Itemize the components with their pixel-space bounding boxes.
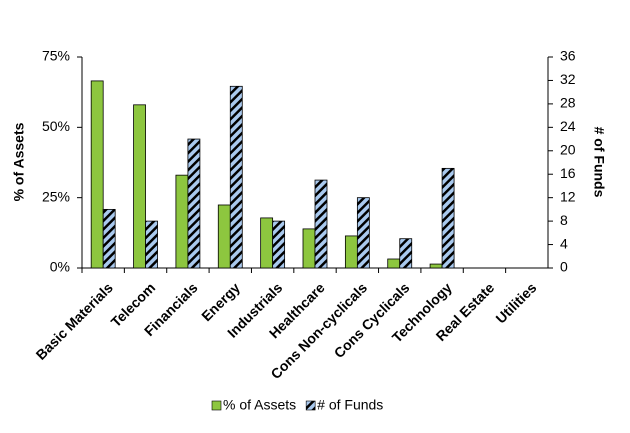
bar — [302, 228, 316, 269]
y2-tick-label: 4 — [560, 235, 568, 251]
bar — [344, 235, 358, 269]
bar — [217, 204, 231, 269]
y-tick-label: 25% — [42, 188, 70, 204]
legend-swatch — [211, 400, 222, 411]
bar — [229, 85, 243, 269]
y-axis-title: % of Assets — [11, 122, 27, 201]
legend-label: # of Funds — [317, 397, 383, 413]
y2-tick-label: 0 — [560, 259, 568, 275]
x-tick-label: Cons Cyclicals — [331, 279, 413, 361]
bar — [356, 197, 370, 269]
bar — [187, 138, 201, 269]
bar — [272, 220, 286, 269]
bar — [175, 174, 189, 269]
bar — [145, 220, 158, 269]
y2-axis-title: # of Funds — [591, 127, 607, 198]
y-tick-label: 50% — [42, 118, 70, 134]
x-tick-label: Basic Materials — [33, 279, 117, 363]
bar — [90, 80, 104, 269]
bar — [399, 238, 413, 269]
y-tick-label: 0% — [50, 259, 70, 275]
x-tick-label: Utilities — [492, 279, 539, 326]
y2-tick-label: 32 — [560, 71, 576, 87]
y-tick-label: 75% — [42, 48, 70, 64]
legend-swatch — [305, 400, 316, 411]
y2-tick-label: 28 — [560, 95, 576, 111]
bar — [133, 104, 146, 269]
bar — [441, 167, 455, 269]
y2-tick-label: 16 — [560, 165, 576, 181]
y2-tick-label: 24 — [560, 118, 576, 134]
y2-tick-label: 8 — [560, 212, 568, 228]
y2-tick-label: 36 — [560, 48, 576, 64]
bar — [102, 208, 116, 269]
legend-label: % of Assets — [223, 397, 296, 413]
bar — [260, 217, 274, 269]
y2-tick-label: 20 — [560, 141, 576, 157]
bar — [314, 179, 328, 269]
bar — [429, 263, 443, 269]
y2-tick-label: 12 — [560, 188, 576, 204]
bar — [387, 258, 401, 269]
